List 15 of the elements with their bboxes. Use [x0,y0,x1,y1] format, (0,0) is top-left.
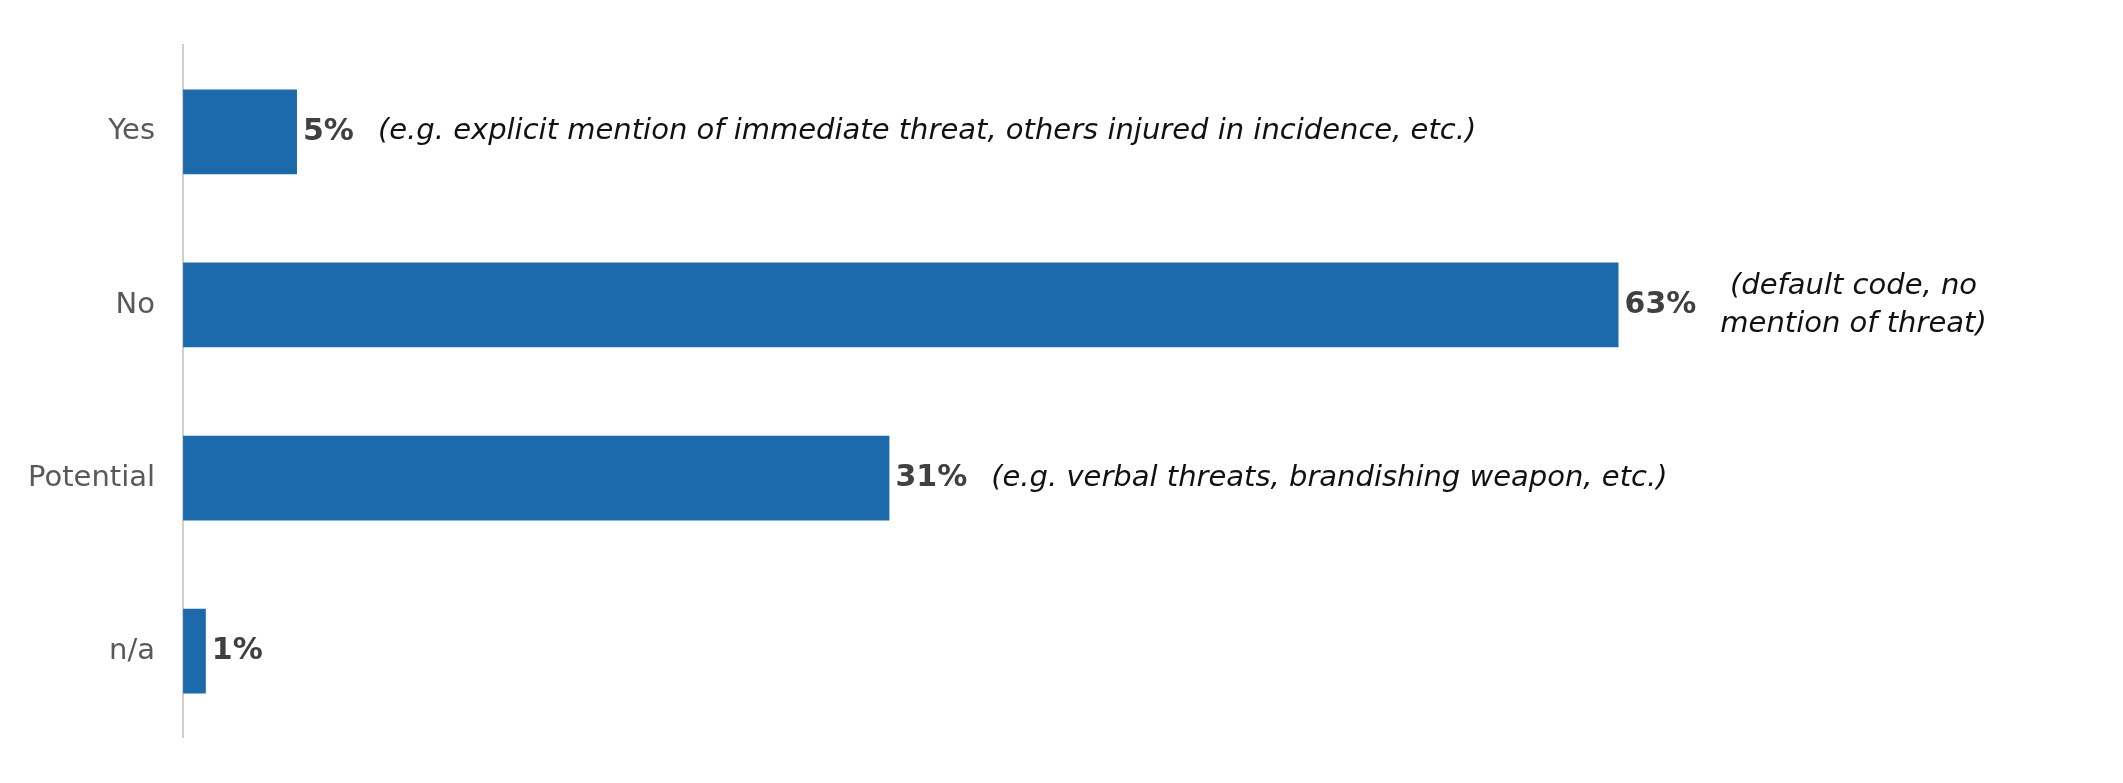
y-tick-label: Yes [107,112,156,147]
data-label: 31% [895,457,968,493]
bar [183,89,297,175]
annotation: (e.g. explicit mention of immediate threat, others injured in incidence, etc.) [377,112,1477,147]
y-tick-label: Potential [28,458,156,493]
text: (default code, no mention of threat) [1720,266,1987,339]
data-label: 63% [1624,284,1697,320]
annotation: (e.g. verbal threats, brandishing weapon, etc.) [991,458,1668,493]
y-tick-label: No [115,285,156,320]
bar [183,608,206,694]
bar [183,435,890,521]
data-label: 5% [302,111,354,147]
data-label: 1% [211,630,263,666]
y-tick-label: n/a [109,631,156,666]
bar [183,262,1619,348]
